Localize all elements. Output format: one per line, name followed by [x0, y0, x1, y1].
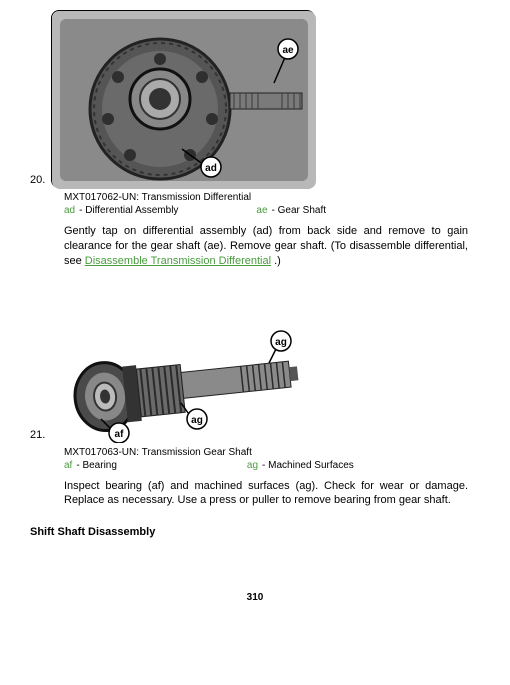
- section-heading-shift-shaft: Shift Shaft Disassembly: [30, 526, 480, 538]
- legend-ag-text: - Machined Surfaces: [262, 460, 354, 471]
- step-21-row: 21.: [30, 303, 480, 443]
- fig1-ad-label: ad: [205, 163, 217, 174]
- figure-20-caption: MXT017062-UN: Transmission Differential: [64, 192, 480, 203]
- legend-ag-code: ag: [247, 460, 258, 471]
- step-21-number: 21.: [30, 429, 45, 443]
- legend-21: af - Bearing ag - Machined Surfaces: [64, 460, 480, 471]
- step-21-body: Inspect bearing (af) and machined surfac…: [64, 479, 468, 509]
- legend-ae-code: ae: [256, 205, 267, 216]
- legend-ae-text: - Gear Shaft: [272, 205, 326, 216]
- disassemble-differential-link[interactable]: Disassemble Transmission Differential: [85, 255, 271, 267]
- legend-af-code: af: [64, 460, 72, 471]
- fig2-ag-label-1: ag: [191, 415, 203, 426]
- legend-ad-code: ad: [64, 205, 75, 216]
- legend-20: ad - Differential Assembly ae - Gear Sha…: [64, 205, 480, 216]
- step-20-body-post: .): [271, 255, 281, 267]
- step-20-number: 20.: [30, 174, 45, 188]
- figure-21-caption: MXT017063-UN: Transmission Gear Shaft: [64, 447, 480, 458]
- page-number: 310: [30, 592, 480, 603]
- legend-ad-text: - Differential Assembly: [79, 205, 178, 216]
- step-20-body: Gently tap on differential assembly (ad)…: [64, 224, 468, 269]
- fig2-af-label: af: [115, 429, 125, 440]
- step-20-row: 20.: [30, 10, 480, 188]
- legend-af-text: - Bearing: [76, 460, 117, 471]
- fig2-ag-label-2: ag: [275, 337, 287, 348]
- fig1-ae-label: ae: [283, 45, 295, 56]
- figure-transmission-gear-shaft: af ag ag: [51, 303, 301, 443]
- figure-transmission-differential: ad ae: [51, 10, 315, 188]
